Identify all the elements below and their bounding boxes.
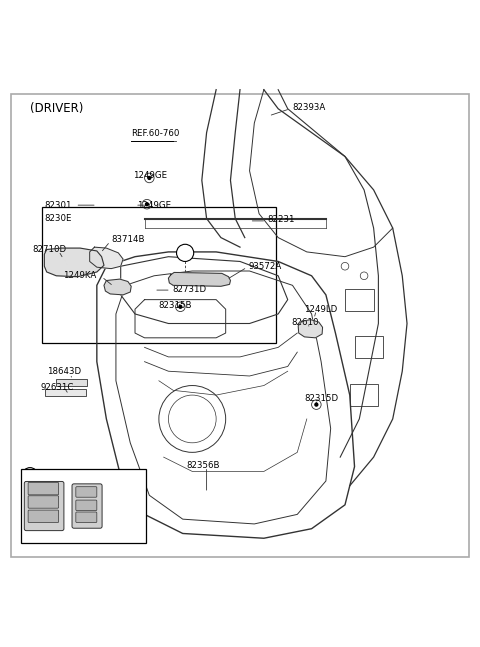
Text: 82731D: 82731D — [172, 285, 206, 294]
FancyBboxPatch shape — [355, 336, 383, 358]
Bar — [45, 389, 86, 396]
FancyBboxPatch shape — [28, 483, 59, 495]
FancyBboxPatch shape — [28, 510, 59, 523]
Text: 82393A: 82393A — [292, 103, 326, 112]
FancyBboxPatch shape — [24, 481, 64, 531]
Text: 8230E: 8230E — [44, 214, 72, 223]
Text: 82710D: 82710D — [33, 245, 67, 254]
Text: 82315D: 82315D — [304, 395, 338, 403]
Text: 83714B: 83714B — [111, 236, 144, 245]
Circle shape — [179, 305, 182, 308]
Circle shape — [315, 403, 318, 406]
Circle shape — [177, 245, 194, 261]
Text: 1249GE: 1249GE — [132, 171, 167, 180]
Text: 1249KA: 1249KA — [63, 271, 96, 280]
Text: 18643D: 18643D — [47, 367, 81, 376]
Text: 93570B: 93570B — [34, 501, 66, 510]
FancyBboxPatch shape — [28, 496, 59, 508]
Circle shape — [23, 468, 37, 483]
FancyBboxPatch shape — [345, 289, 373, 311]
Text: 82356B: 82356B — [187, 461, 220, 470]
Text: 82301: 82301 — [44, 201, 72, 210]
Text: 93530: 93530 — [77, 514, 103, 522]
Text: 82231: 82231 — [268, 215, 295, 224]
Text: 92631C: 92631C — [40, 384, 74, 393]
Text: a: a — [183, 248, 188, 258]
Text: REF.60-760: REF.60-760 — [131, 129, 180, 138]
Text: 1249GE: 1249GE — [137, 201, 171, 210]
Circle shape — [145, 203, 148, 206]
FancyBboxPatch shape — [76, 487, 97, 497]
Polygon shape — [168, 272, 230, 286]
Polygon shape — [104, 279, 131, 295]
FancyBboxPatch shape — [350, 384, 378, 406]
Polygon shape — [298, 320, 323, 338]
Text: 93572A: 93572A — [249, 262, 282, 270]
Text: a: a — [28, 471, 32, 480]
FancyBboxPatch shape — [76, 500, 97, 510]
FancyBboxPatch shape — [22, 469, 145, 543]
Text: 82610: 82610 — [291, 318, 319, 327]
FancyBboxPatch shape — [192, 275, 205, 285]
FancyBboxPatch shape — [76, 512, 97, 523]
FancyBboxPatch shape — [210, 275, 224, 285]
Bar — [42, 206, 276, 343]
Text: 1249LD: 1249LD — [304, 305, 337, 314]
FancyBboxPatch shape — [11, 94, 469, 557]
FancyBboxPatch shape — [172, 275, 186, 285]
Circle shape — [148, 177, 151, 179]
Polygon shape — [44, 248, 104, 277]
FancyBboxPatch shape — [72, 484, 102, 528]
Text: 82315B: 82315B — [159, 301, 192, 310]
Text: (DRIVER): (DRIVER) — [30, 102, 84, 115]
Bar — [56, 379, 87, 386]
Polygon shape — [90, 247, 123, 269]
